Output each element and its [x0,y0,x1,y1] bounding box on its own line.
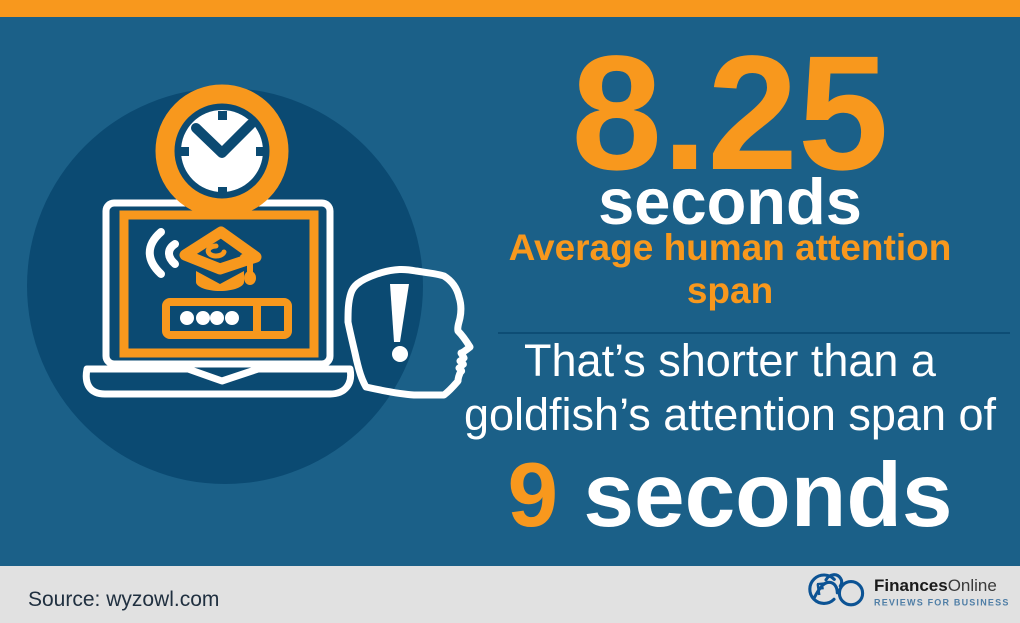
svg-text:REVIEWS FOR BUSINESS: REVIEWS FOR BUSINESS [874,598,1010,608]
svg-text:FinancesOnline: FinancesOnline [874,576,997,595]
